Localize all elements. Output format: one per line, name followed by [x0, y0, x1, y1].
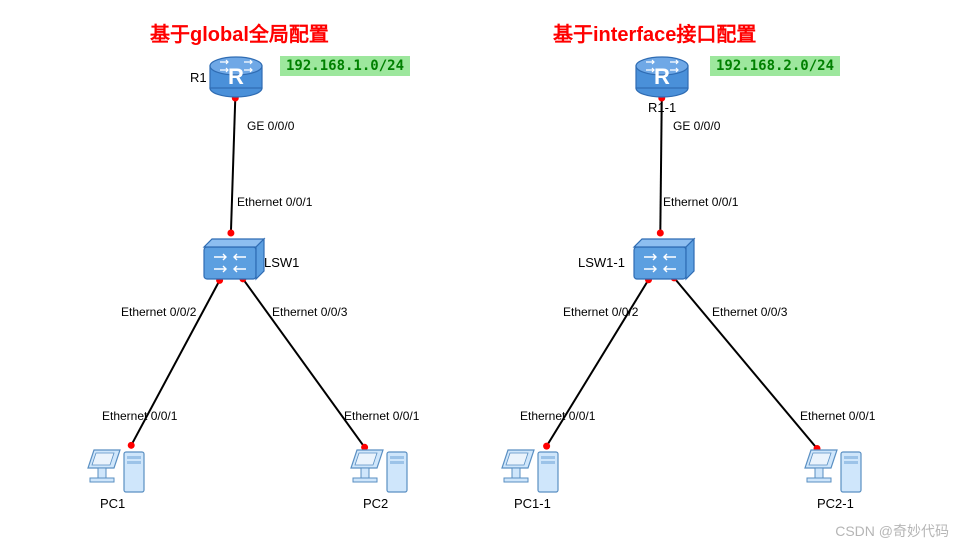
link-dot — [657, 230, 664, 237]
topology-svg: GE 0/0/0 Ethernet 0/0/1 Ethernet 0/0/2 Ethe… — [0, 0, 961, 547]
device-label: PC2 — [363, 496, 388, 511]
port-label: Ethernet 0/0/1 — [344, 409, 420, 423]
title-right: 基于interface接口配置 — [553, 18, 756, 47]
device-label: LSW1 — [264, 255, 299, 270]
router-letter: R — [228, 64, 244, 89]
port-label: Ethernet 0/0/1 — [663, 195, 739, 209]
port-label: Ethernet 0/0/2 — [563, 305, 639, 319]
port-label: GE 0/0/0 — [673, 119, 721, 133]
link-dot — [128, 442, 135, 449]
port-label: Ethernet 0/0/1 — [102, 409, 178, 423]
subnet-left: 192.168.1.0/24 — [280, 56, 410, 76]
port-label: GE 0/0/0 — [247, 119, 295, 133]
device-label: R1-1 — [648, 100, 676, 115]
device-label: PC1-1 — [514, 496, 551, 511]
watermark: CSDN @奇妙代码 — [835, 521, 949, 541]
port-label: Ethernet 0/0/3 — [272, 305, 348, 319]
pc-icon — [502, 450, 558, 492]
pc-icon — [351, 450, 407, 492]
port-label: Ethernet 0/0/1 — [237, 195, 313, 209]
router-icon: R — [210, 57, 262, 97]
router-icon: R — [636, 57, 688, 97]
device-label: LSW1-1 — [578, 255, 625, 270]
switch-icon — [634, 239, 694, 279]
port-label: Ethernet 0/0/1 — [520, 409, 596, 423]
link-dot — [227, 230, 234, 237]
router-letter: R — [654, 64, 670, 89]
title-left: 基于global全局配置 — [150, 18, 329, 47]
link — [231, 98, 235, 233]
subnet-right: 192.168.2.0/24 — [710, 56, 840, 76]
link — [674, 278, 817, 449]
switch-icon — [204, 239, 264, 279]
port-label: Ethernet 0/0/1 — [800, 409, 876, 423]
device-label: PC1 — [100, 496, 125, 511]
port-label: Ethernet 0/0/2 — [121, 305, 197, 319]
link-dot — [543, 443, 550, 450]
pc-icon — [805, 450, 861, 492]
pc-icon — [88, 450, 144, 492]
device-label: PC2-1 — [817, 496, 854, 511]
link — [660, 98, 661, 233]
port-label: Ethernet 0/0/3 — [712, 305, 788, 319]
device-label: R1 — [190, 70, 207, 85]
